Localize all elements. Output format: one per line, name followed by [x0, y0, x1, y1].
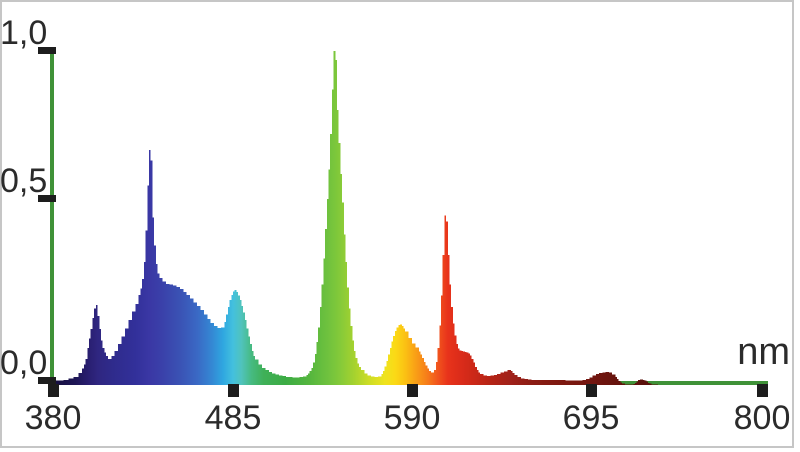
x-axis-unit-label: nm	[737, 331, 790, 373]
y-tick-label-0-5: 0,5	[0, 162, 48, 200]
y-tick-mark	[38, 377, 56, 384]
y-tick-mark	[38, 47, 56, 54]
y-tick-mark	[38, 195, 56, 202]
x-tick-mark	[48, 384, 59, 397]
x-tick-label-485: 485	[204, 399, 262, 437]
spectrum-curve	[53, 51, 762, 385]
x-tick-mark	[586, 384, 597, 397]
x-tick-label-800: 800	[733, 399, 791, 437]
y-axis-line	[50, 48, 54, 385]
x-tick-label-590: 590	[383, 399, 441, 437]
y-tick-label-1-0: 1,0	[0, 14, 48, 52]
y-tick-label-0-0: 0,0	[0, 344, 48, 382]
x-tick-label-380: 380	[24, 399, 82, 437]
x-tick-label-695: 695	[562, 399, 620, 437]
x-tick-mark	[228, 384, 239, 397]
x-tick-mark	[757, 384, 768, 397]
x-tick-mark	[407, 384, 418, 397]
